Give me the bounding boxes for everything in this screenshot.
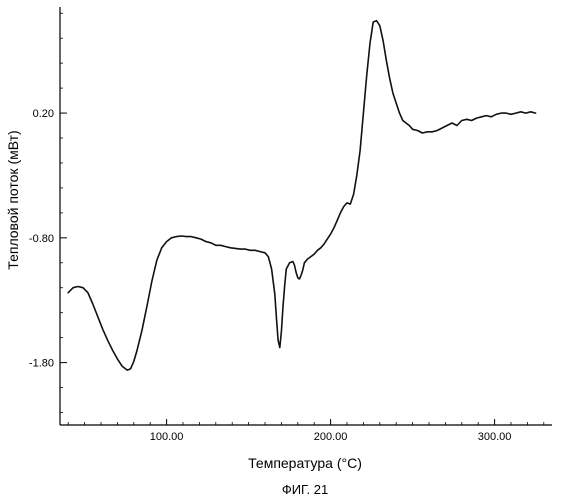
y-ticks: 0.20 -0.80 -1.80	[29, 108, 67, 370]
x-ticks: 100.00 200.00 300.00	[150, 419, 512, 443]
series-group	[68, 21, 535, 370]
x-tick-label: 200.00	[314, 431, 348, 443]
y-axis-title: Тепловой поток (мВт)	[5, 130, 21, 269]
series-line-heat-flow	[68, 21, 535, 370]
x-tick-label: 100.00	[150, 431, 184, 443]
figure-caption: ФИГ. 21	[282, 482, 328, 497]
y-tick-label: -1.80	[29, 358, 54, 370]
y-tick-label: -0.80	[29, 233, 54, 245]
x-axis-title: Температура (°C)	[248, 455, 362, 471]
x-tick-label: 300.00	[478, 431, 512, 443]
y-tick-label: 0.20	[33, 108, 54, 120]
